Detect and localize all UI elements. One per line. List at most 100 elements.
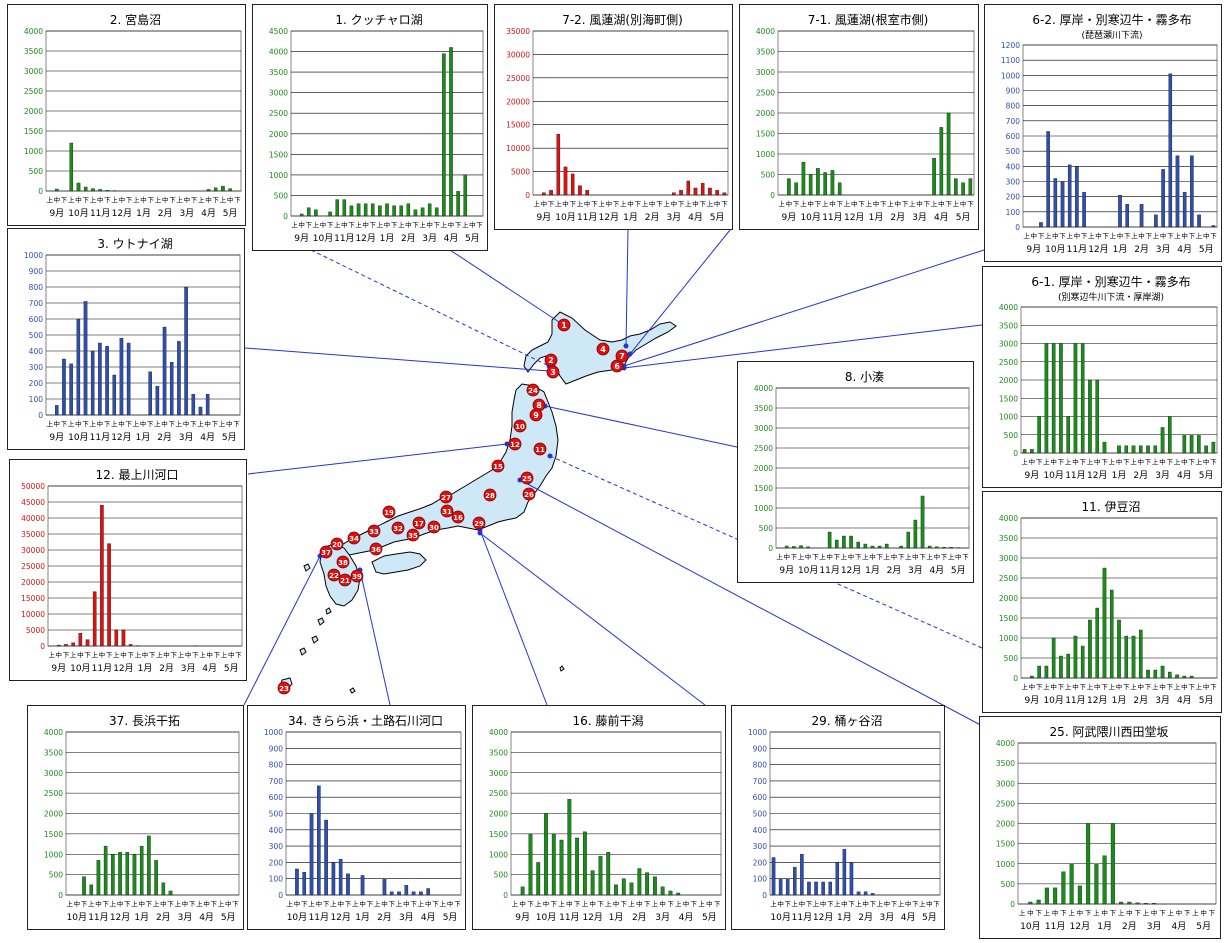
site-marker-16: 16 <box>451 510 465 524</box>
half-month-label: 中 <box>1159 457 1166 466</box>
bar <box>112 374 117 416</box>
y-tick-label: 15000 <box>21 594 45 603</box>
month-label: 1月 <box>623 212 638 223</box>
half-month-label: 中 <box>926 899 933 908</box>
bar <box>1190 155 1194 228</box>
month-label: 4月 <box>929 565 944 576</box>
bar <box>1051 637 1056 679</box>
half-month-label: 下 <box>1189 232 1196 240</box>
bar <box>932 157 936 196</box>
bar <box>806 546 810 549</box>
bar <box>1175 674 1179 679</box>
y-tick-label: 100 <box>29 395 44 404</box>
half-month-label: 下 <box>812 553 819 561</box>
half-month-label: 中 <box>294 899 301 908</box>
bar <box>1037 416 1041 454</box>
half-month-label: 中 <box>1138 231 1145 240</box>
bar <box>1102 441 1107 454</box>
bar <box>83 301 88 416</box>
half-month-label: 下 <box>149 651 156 659</box>
half-month-label: 中 <box>1052 231 1059 240</box>
bar <box>378 205 382 217</box>
site-marker-2: 2 <box>544 353 558 367</box>
y-tick-label: 3500 <box>269 68 288 77</box>
month-label: 5月 <box>1196 921 1211 932</box>
half-month-label: 中 <box>426 220 433 229</box>
month-label: 2月 <box>1133 470 1148 481</box>
half-month-label: 中 <box>138 899 145 908</box>
y-tick-label: 1000 <box>24 251 43 260</box>
connector-line <box>247 443 508 475</box>
chart-svg: 25. 阿武隈川西田堂坂 0 500 1000 1500 2000 2500 3000 3500… <box>996 725 1217 932</box>
site-marker-19: 19 <box>382 505 396 519</box>
half-month-label: 下 <box>621 900 628 908</box>
month-label: 12月 <box>330 912 350 923</box>
half-month-label: 中 <box>562 199 569 208</box>
y-tick-label: 2500 <box>999 358 1018 367</box>
bar <box>155 386 160 416</box>
half-month-label: 中 <box>1027 908 1034 917</box>
bar <box>793 867 797 896</box>
half-month-label: 中 <box>162 195 169 204</box>
half-month-label: 下 <box>1060 909 1067 917</box>
half-month-label: 下 <box>147 196 154 204</box>
half-month-label: 下 <box>124 900 131 908</box>
half-month-label: 下 <box>793 200 800 208</box>
bar <box>1053 887 1058 905</box>
bar <box>827 531 832 549</box>
chart-title: 2. 宮島沼 <box>110 12 161 27</box>
svg-text:11: 11 <box>535 446 545 454</box>
chart-title: 3. ウトナイ湖 <box>97 236 172 251</box>
half-month-label: 上 <box>46 195 53 204</box>
svg-text:37: 37 <box>321 549 331 557</box>
half-month-label: 下 <box>454 900 461 908</box>
y-tick-label: 1500 <box>999 614 1018 623</box>
month-label: 12月 <box>112 208 132 219</box>
bar <box>794 182 798 196</box>
connector-line <box>244 347 550 372</box>
half-month-label: 下 <box>1036 458 1043 466</box>
bar <box>442 53 446 217</box>
half-month-label: 中 <box>905 899 912 908</box>
bar <box>849 535 853 549</box>
y-tick-label: 400 <box>1006 162 1021 171</box>
y-tick-label: 300 <box>753 842 768 851</box>
half-month-label: 下 <box>367 900 374 908</box>
site-marker-31: 31 <box>440 504 454 518</box>
month-label: 3月 <box>399 912 414 923</box>
y-tick-label: 400 <box>753 826 768 835</box>
half-month-label: 上 <box>844 199 851 208</box>
svg-text:12: 12 <box>510 441 520 449</box>
half-month-label: 上 <box>884 552 891 561</box>
y-tick-label: 500 <box>1004 654 1019 663</box>
half-month-label: 上 <box>1130 682 1137 691</box>
half-month-label: 下 <box>1101 458 1108 466</box>
y-tick-label: 1000 <box>44 850 63 859</box>
half-month-label: 上 <box>919 899 926 908</box>
half-month-label: 下 <box>168 420 175 428</box>
half-month-label: 上 <box>598 199 605 208</box>
bar <box>1046 131 1050 228</box>
y-tick-label: 35000 <box>21 530 45 539</box>
y-tick-label: 0 <box>1013 449 1018 458</box>
month-label: 12月 <box>841 565 861 576</box>
y-tick-label: 3500 <box>24 47 43 56</box>
month-label: 11月 <box>1045 921 1065 932</box>
y-tick-label: 10000 <box>21 610 45 619</box>
y-tick-label: 4500 <box>269 27 288 36</box>
half-month-label: 下 <box>1102 232 1109 240</box>
half-month-label: 下 <box>1167 683 1174 691</box>
y-tick-label: 3000 <box>999 340 1018 349</box>
bar <box>324 819 328 896</box>
half-month-label: 中 <box>1138 682 1145 691</box>
half-month-label: 下 <box>667 900 674 908</box>
half-month-label: 下 <box>721 200 728 208</box>
month-label: 12月 <box>1070 921 1090 932</box>
svg-text:23: 23 <box>279 685 289 693</box>
y-tick-label: 500 <box>1006 147 1021 156</box>
bar <box>154 860 158 896</box>
bar <box>1138 629 1143 679</box>
half-month-label: 上 <box>1196 682 1203 691</box>
month-label: 11月 <box>88 912 108 923</box>
